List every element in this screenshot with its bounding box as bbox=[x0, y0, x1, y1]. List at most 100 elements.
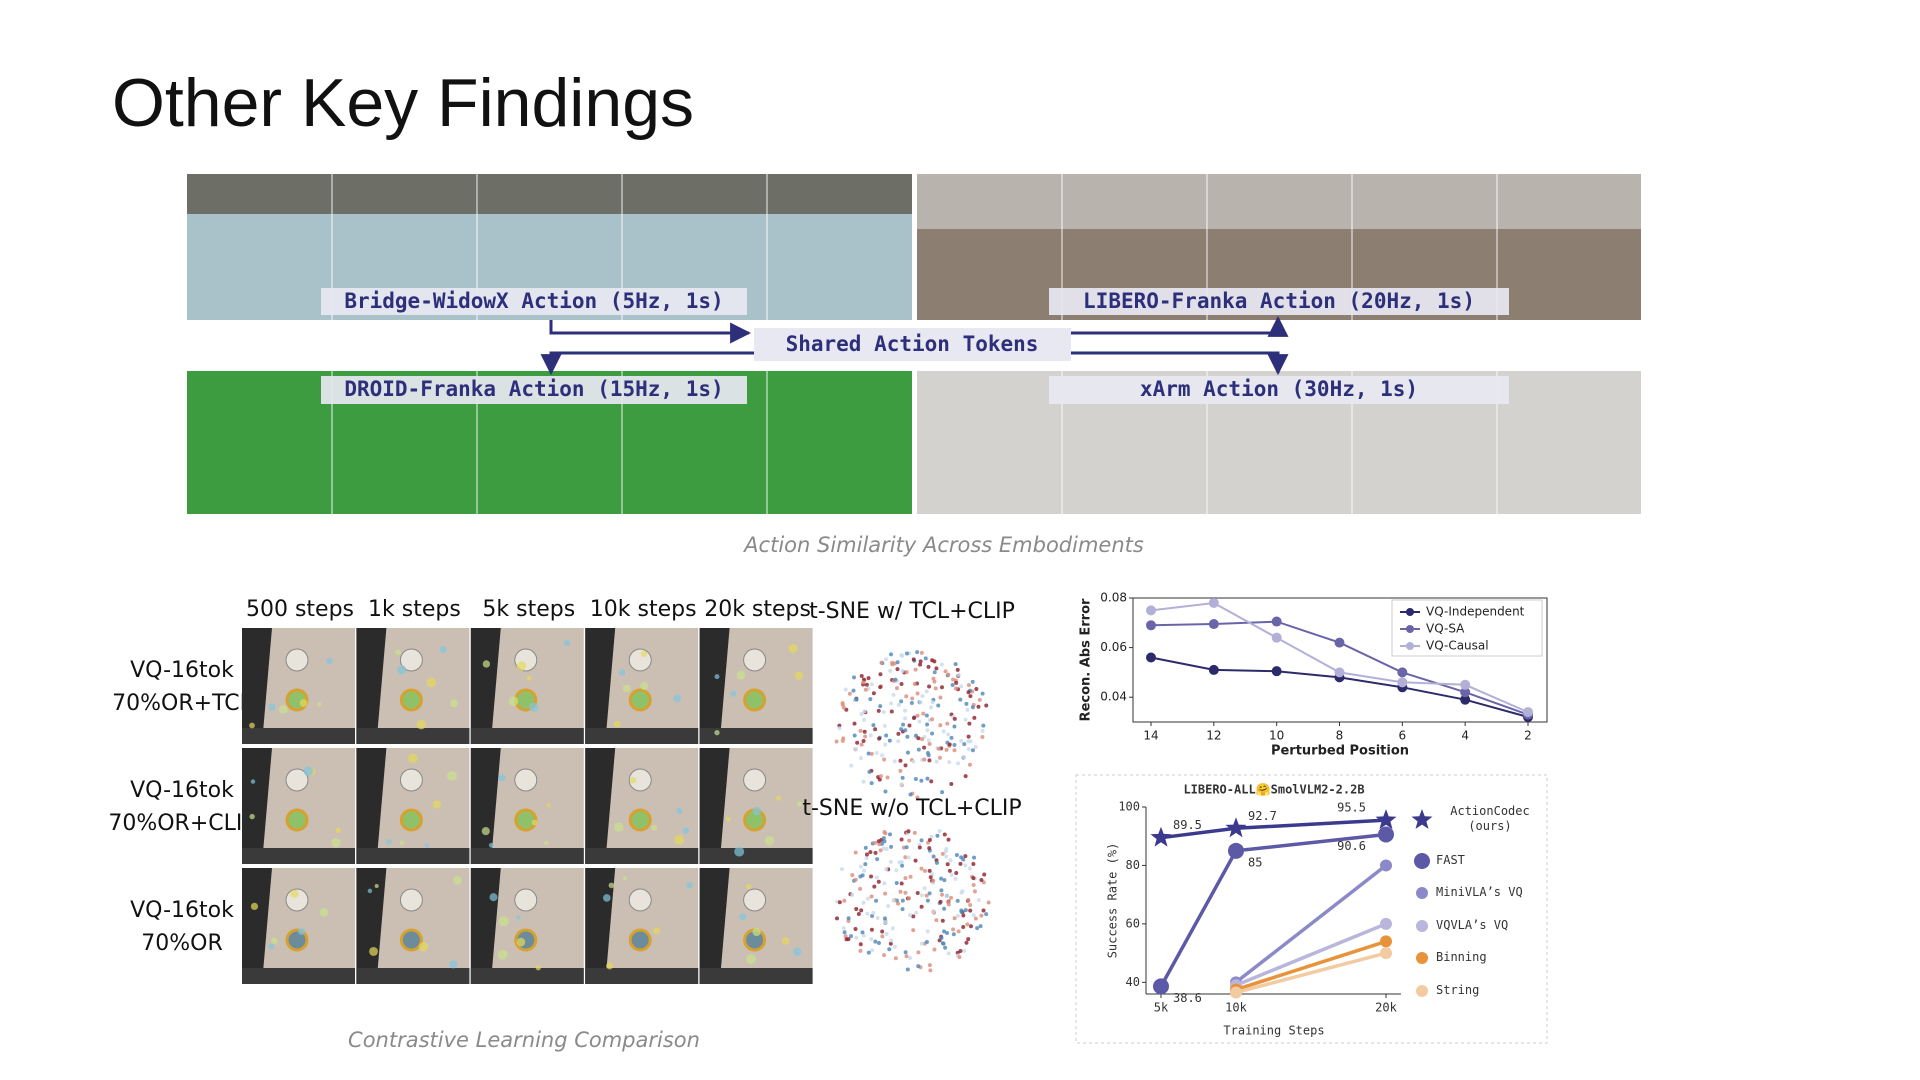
tsne-dot bbox=[898, 889, 903, 894]
heatmap-floor bbox=[699, 968, 813, 984]
y-tick-label: 80 bbox=[1126, 858, 1140, 872]
column-header: 1k steps bbox=[368, 597, 461, 622]
tsne-dot bbox=[863, 687, 868, 692]
tsne-dot bbox=[915, 650, 920, 655]
tsne-dot bbox=[915, 691, 920, 696]
heatmap-spot bbox=[608, 882, 615, 889]
tsne-dot bbox=[918, 662, 923, 667]
tsne-dot bbox=[891, 898, 896, 903]
tsne-dot bbox=[947, 868, 952, 873]
tsne-dot bbox=[880, 929, 885, 934]
tsne-dot bbox=[837, 726, 842, 731]
tsne-dot bbox=[925, 750, 930, 755]
tsne-dot bbox=[864, 682, 869, 687]
tsne-dot bbox=[882, 757, 887, 762]
tsne-dot bbox=[890, 660, 895, 665]
tsne-dot bbox=[903, 950, 908, 955]
tsne-dot bbox=[944, 894, 949, 899]
tsne-dot bbox=[942, 878, 947, 883]
legend-item: MiniVLA’s VQ bbox=[1436, 885, 1523, 899]
tsne-dot bbox=[971, 862, 976, 867]
tsne-dot bbox=[954, 852, 959, 857]
tsne-dot bbox=[888, 668, 893, 673]
y-tick-label: 0.04 bbox=[1100, 690, 1127, 704]
heatmap-spot bbox=[673, 694, 682, 703]
tsne-dot bbox=[877, 777, 882, 782]
heatmap-spot bbox=[481, 826, 490, 836]
heatmap-spot bbox=[331, 837, 341, 848]
heatmap-spot bbox=[606, 962, 614, 970]
tsne-dot bbox=[876, 839, 881, 844]
heatmap-blob bbox=[743, 648, 767, 672]
tsne-dot bbox=[939, 876, 944, 881]
point-marker bbox=[1380, 947, 1392, 960]
point-marker bbox=[1334, 667, 1345, 678]
point-marker bbox=[1153, 978, 1169, 995]
heatmap-floor bbox=[699, 848, 813, 864]
tsne-dot bbox=[871, 723, 876, 728]
x-tick-label: 14 bbox=[1143, 729, 1158, 743]
heatmap-blob bbox=[743, 688, 767, 712]
point-marker bbox=[1380, 859, 1392, 872]
tsne-dot bbox=[859, 742, 864, 747]
tsne-dot bbox=[925, 776, 930, 781]
tsne-dot bbox=[861, 739, 866, 744]
heatmap-spot bbox=[651, 824, 658, 831]
embodiment-label: xArm Action (30Hz, 1s) bbox=[1140, 377, 1418, 401]
data-label: 89.5 bbox=[1173, 818, 1202, 832]
series-line bbox=[1235, 922, 1387, 987]
tsne-dot bbox=[953, 686, 958, 691]
tsne-dot bbox=[919, 866, 924, 871]
tsne-dot bbox=[954, 871, 959, 876]
series-line bbox=[1234, 864, 1388, 984]
row-label: 70%OR bbox=[141, 931, 223, 956]
legend-item: VQVLA’s VQ bbox=[1436, 918, 1508, 932]
tsne-dot bbox=[941, 729, 946, 734]
tsne-dot bbox=[930, 717, 935, 722]
row-label: VQ-16tok bbox=[130, 778, 234, 803]
tsne-dot bbox=[913, 667, 918, 672]
point-marker bbox=[1397, 677, 1408, 688]
tsne-dot bbox=[979, 877, 984, 882]
tsne-dot bbox=[904, 954, 909, 959]
tsne-dot bbox=[966, 739, 971, 744]
tsne-dot bbox=[971, 876, 976, 881]
embodiment-label: Bridge-WidowX Action (5Hz, 1s) bbox=[344, 289, 723, 313]
tsne-dot bbox=[943, 945, 948, 950]
tsne-dot bbox=[896, 739, 901, 744]
data-label: 85 bbox=[1248, 855, 1262, 869]
tsne-dot bbox=[981, 908, 986, 913]
point-marker bbox=[1271, 632, 1282, 643]
tsne-dot bbox=[925, 722, 930, 727]
tsne-dot bbox=[852, 733, 857, 738]
tsne-dot bbox=[948, 858, 953, 863]
heatmap-spot bbox=[498, 916, 509, 927]
heatmap-spot bbox=[526, 675, 532, 681]
tsne-dot bbox=[972, 889, 977, 894]
tsne-dot bbox=[913, 858, 918, 863]
heatmap-spot bbox=[408, 753, 418, 764]
heatmap-spot bbox=[374, 884, 379, 889]
heatmap-spot bbox=[319, 908, 329, 917]
tsne-dot bbox=[911, 914, 916, 919]
tsne-dot bbox=[944, 846, 949, 851]
tsne-dot bbox=[908, 792, 913, 797]
tsne-dot bbox=[930, 872, 935, 877]
point-marker bbox=[1225, 817, 1247, 838]
tsne-dot bbox=[920, 893, 925, 898]
heatmap-shadow bbox=[699, 868, 730, 984]
tsne-dot bbox=[966, 898, 971, 903]
heatmap-blob bbox=[399, 688, 423, 712]
tsne-dot bbox=[878, 774, 883, 779]
heatmap-spot bbox=[746, 954, 756, 965]
tsne-dot bbox=[940, 892, 945, 897]
heatmap-blob bbox=[285, 808, 309, 832]
tsne-dot bbox=[903, 728, 908, 733]
tsne-dot bbox=[911, 657, 916, 662]
tsne-dot bbox=[876, 879, 881, 884]
tsne-dot bbox=[874, 898, 879, 903]
tsne-dot bbox=[937, 829, 942, 834]
tsne-dot bbox=[942, 832, 947, 837]
heatmap-floor bbox=[585, 848, 699, 864]
tsne-dot bbox=[904, 651, 909, 656]
